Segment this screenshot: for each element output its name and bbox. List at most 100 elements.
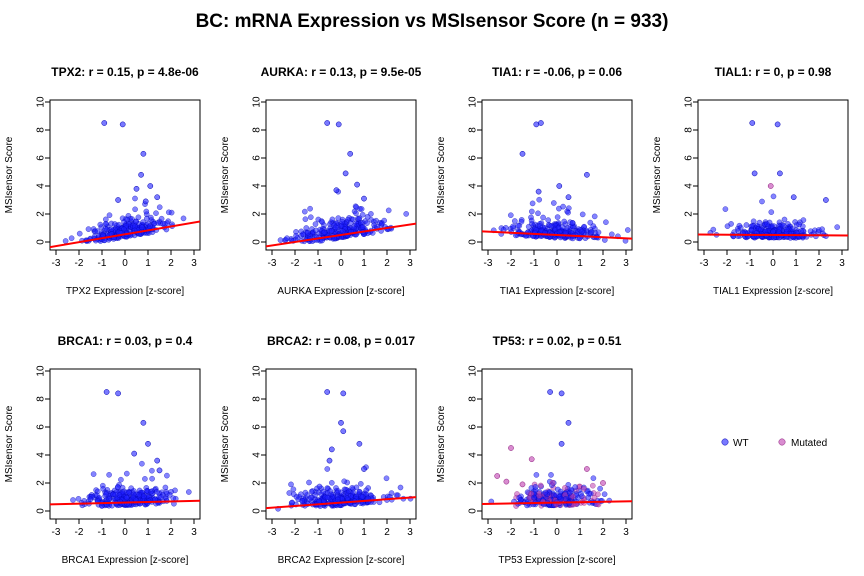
x-tick-label: 2 [600, 527, 606, 538]
y-tick-label: 10 [252, 96, 263, 108]
outlier-point [119, 121, 126, 128]
x-tick-label: 3 [407, 258, 413, 269]
data-point [151, 220, 158, 227]
data-point [288, 481, 294, 488]
outlier-point [154, 194, 161, 201]
data-point [591, 213, 598, 220]
data-point [135, 214, 142, 221]
data-point [298, 491, 304, 498]
data-point [332, 224, 339, 231]
data-point [92, 228, 99, 235]
data-point [158, 494, 164, 501]
data-point [90, 471, 97, 477]
data-point [781, 216, 788, 223]
data-point [759, 198, 765, 205]
data-point [770, 193, 777, 200]
outlier-point [777, 170, 783, 177]
mutated-point [494, 473, 501, 479]
data-point [770, 228, 776, 235]
x-tick-label: -2 [75, 258, 84, 269]
x-tick-label: -1 [98, 258, 107, 269]
outlier-point [584, 466, 590, 472]
y-axis-label: MSIsensor Score [436, 405, 447, 482]
outlier-point [340, 390, 347, 397]
x-tick-label: 0 [122, 258, 128, 269]
x-tick-label: 3 [623, 258, 629, 269]
data-point [531, 494, 537, 501]
data-point [722, 206, 729, 212]
data-point [579, 211, 586, 218]
regression-line [266, 496, 416, 510]
x-tick-label: 2 [168, 258, 174, 269]
data-point [357, 480, 364, 487]
data-point [123, 494, 130, 501]
data-point [289, 499, 296, 506]
y-axis-label: MSIsensor Score [652, 136, 663, 213]
data-point [185, 489, 192, 495]
x-tick-label: 3 [839, 258, 845, 269]
data-point [347, 492, 354, 499]
y-tick-label: 10 [36, 96, 47, 108]
data-point [353, 210, 359, 217]
data-point [103, 491, 109, 497]
y-tick-label: 0 [684, 239, 695, 245]
data-point [516, 494, 523, 501]
y-tick-label: 4 [36, 452, 47, 458]
data-point [597, 485, 603, 492]
panel-brca2: BRCA2: r = 0.08, p = 0.017 -3 -2 -1 0 1 2 3 0 2 4 6… [220, 334, 417, 566]
data-point [143, 208, 150, 215]
y-tick-label: 0 [468, 508, 479, 514]
data-point [75, 495, 82, 502]
outlier-point [356, 440, 363, 447]
data-point [572, 484, 579, 490]
outlier-point [103, 389, 110, 395]
outlier-point [324, 389, 331, 395]
y-tick-label: 8 [684, 127, 695, 133]
data-point [403, 211, 410, 217]
x-tick-label: 1 [361, 527, 367, 538]
y-tick-label: 10 [252, 365, 263, 377]
outlier-point [558, 440, 565, 447]
y-tick-label: 6 [252, 155, 263, 161]
y-tick-label: 4 [468, 183, 479, 189]
data-point [385, 207, 392, 214]
x-tick-label: -2 [75, 527, 84, 538]
data-point [542, 489, 549, 496]
data-point [106, 212, 113, 219]
data-point [559, 224, 566, 230]
data-point [100, 485, 106, 492]
data-point [160, 220, 166, 227]
x-tick-label: -1 [746, 258, 755, 269]
x-tick-label: 2 [384, 258, 390, 269]
data-point [608, 231, 615, 238]
outlier-point [131, 450, 138, 457]
y-tick-label: 10 [684, 96, 695, 108]
regression-line [482, 230, 632, 240]
outlier-point [142, 198, 149, 205]
x-tick-label: -2 [291, 527, 300, 538]
data-point [368, 211, 374, 217]
x-tick-label: 0 [770, 258, 776, 269]
y-tick-label: 6 [684, 155, 695, 161]
outlier-point [361, 466, 367, 472]
outlier-point [538, 120, 544, 126]
data-point [335, 488, 341, 494]
data-point [306, 479, 312, 486]
data-point [595, 229, 602, 236]
outlier-point [147, 183, 154, 189]
x-tick-label: 2 [816, 258, 822, 269]
regression-line [698, 233, 848, 237]
outlier-point [347, 150, 354, 157]
data-point [85, 226, 92, 232]
x-tick-label: -1 [530, 527, 539, 538]
data-point [132, 195, 138, 202]
data-point [537, 482, 544, 489]
data-point [359, 211, 366, 218]
x-tick-label: 3 [407, 527, 413, 538]
x-tick-label: -2 [291, 258, 300, 269]
panel-tia1: TIA1: r = -0.06, p = 0.06 -3 -2 -1 0 1 2 3 0 2 4 6 8… [436, 65, 633, 297]
data-point [312, 221, 319, 227]
outlier-point [535, 188, 542, 195]
data-point [363, 487, 370, 494]
y-tick-label: 6 [36, 155, 47, 161]
